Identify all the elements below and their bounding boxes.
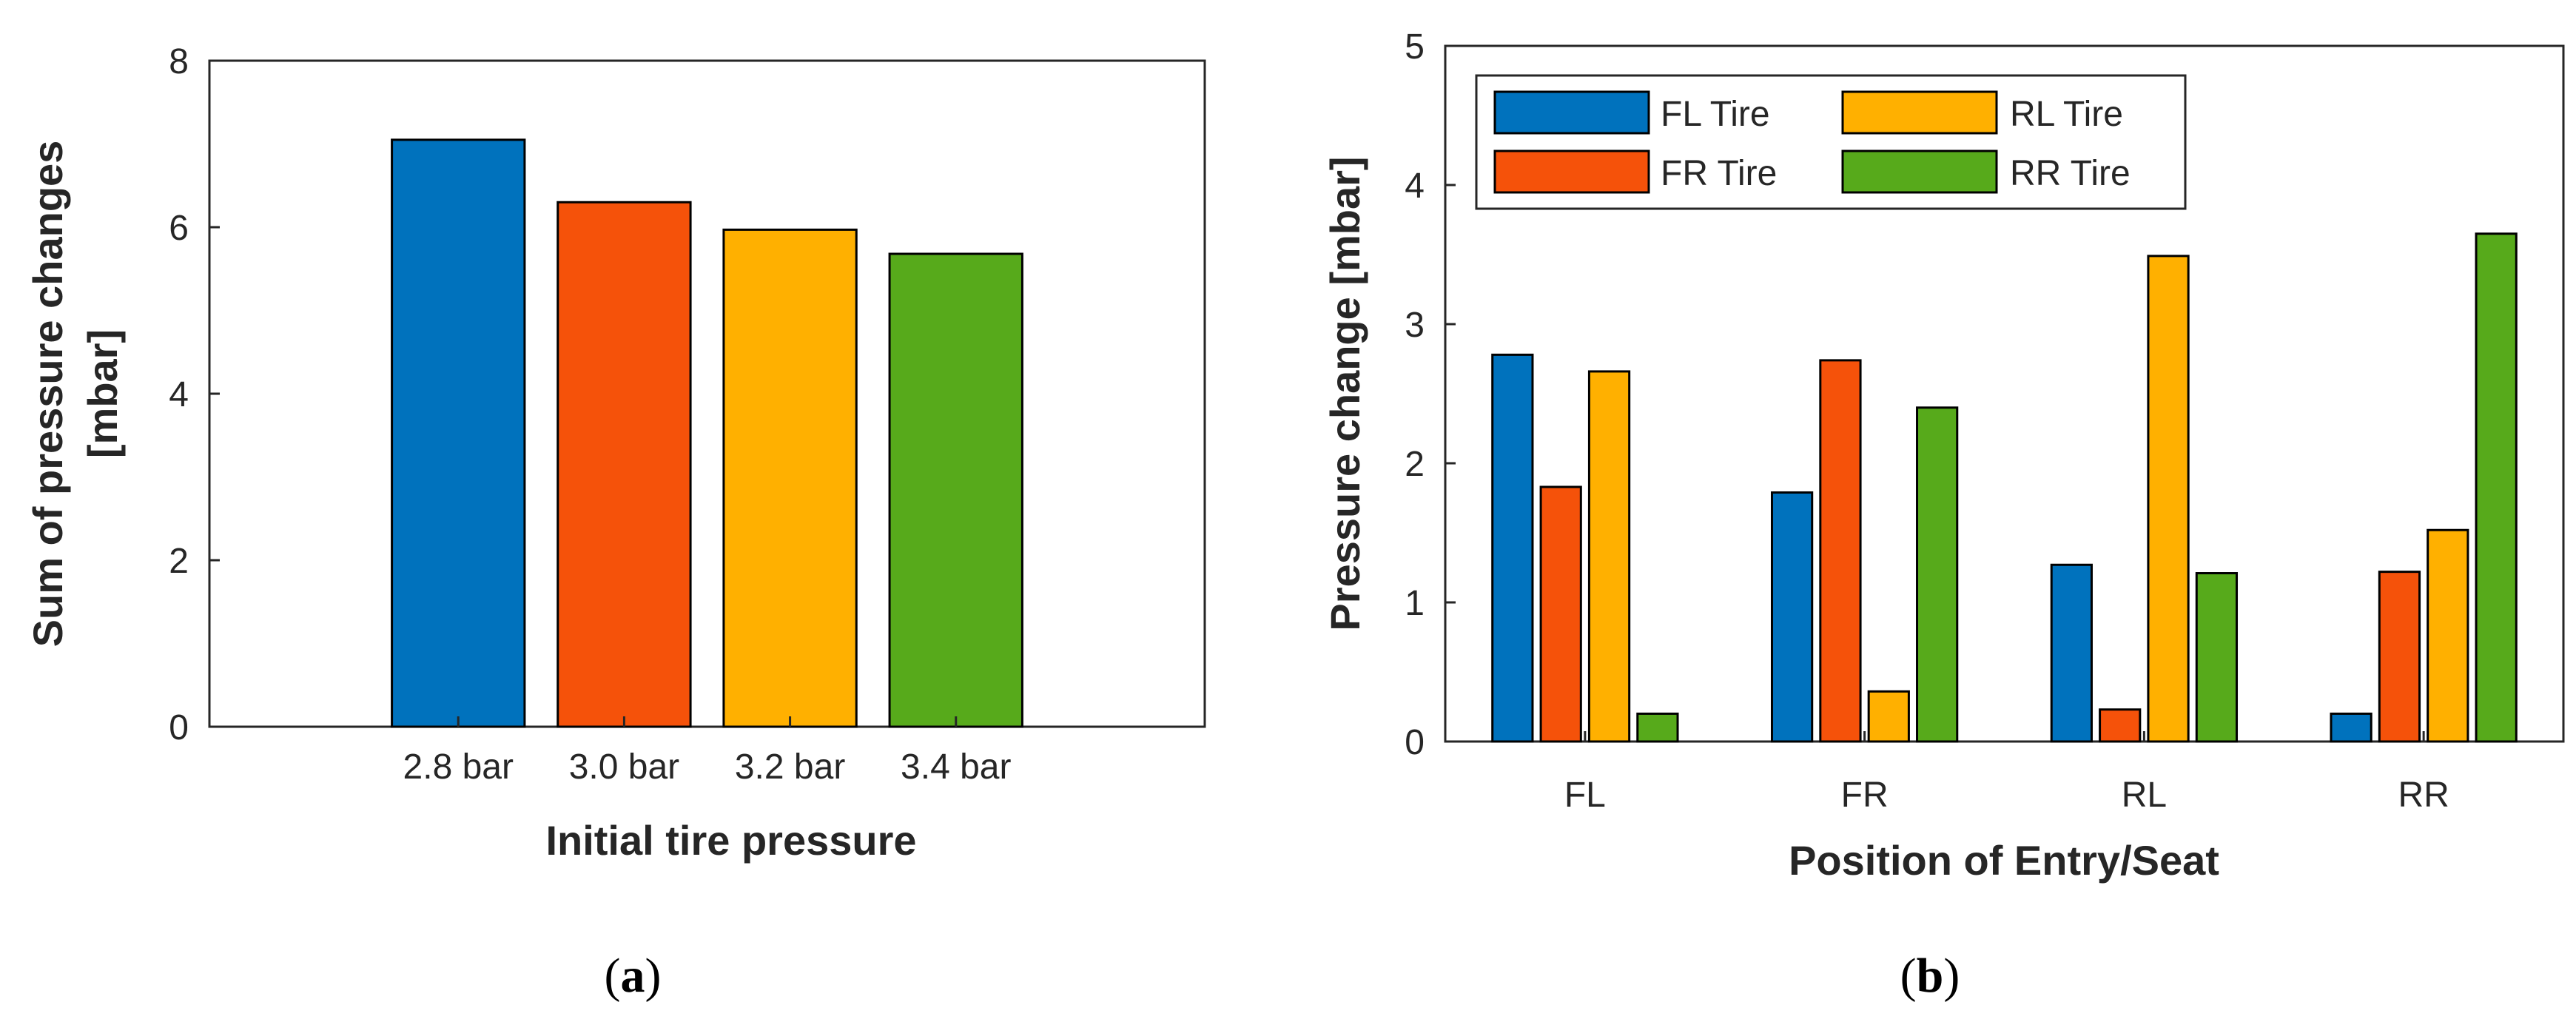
y-tick-label: 2	[1405, 445, 1425, 484]
legend-swatch-fr-tire	[1493, 149, 1650, 194]
panel-b-caption: (b)	[1900, 949, 1960, 1003]
x-tick-label: FL	[1564, 776, 1606, 815]
legend-label-fr-tire: FR Tire	[1661, 154, 1777, 193]
bar-rl-tire-rl	[2147, 255, 2190, 743]
bar-rr-tire-rl	[2195, 572, 2239, 743]
bar-fl-tire-fl	[1491, 353, 1534, 743]
bar-fr-tire-fl	[1539, 485, 1582, 743]
panel-b-x-ticks: FL FR RL RR	[1564, 731, 2449, 815]
legend-swatch-rr-tire	[1841, 149, 1998, 194]
bar-rr-tire-rr	[2475, 232, 2518, 743]
bar-3-4-bar	[888, 252, 1023, 728]
panel-a-caption-letter: a	[621, 949, 645, 1003]
bar-fl-tire-rl	[2050, 563, 2093, 743]
x-tick-label: RL	[2122, 776, 2167, 815]
y-tick-label: 0	[169, 708, 189, 747]
bar-rl-tire-fl	[1587, 370, 1631, 743]
x-tick-label: 3.2 bar	[735, 747, 845, 787]
panel-b-chart: 0 1 2 3 4 5 FL FR RL RR Pressure change [mbar] P…	[1322, 27, 2565, 1003]
x-tick-label: FR	[1841, 776, 1889, 815]
y-tick-label: 8	[169, 42, 189, 81]
panel-a-chart: 0 2 4 6 8 2.8 bar 3.0 bar 3.2 bar 3.4 bar Sum o…	[24, 42, 1206, 1003]
panel-a-y-axis-title-line1: Sum of pressure changes	[24, 141, 71, 648]
bar-fr-tire-fr	[1819, 359, 1862, 743]
bar-rl-tire-fr	[1867, 690, 1910, 743]
panel-a-axes-box	[208, 59, 1206, 728]
legend-swatch-fl-tire	[1493, 90, 1650, 135]
bar-fr-tire-rr	[2378, 571, 2421, 743]
panel-b-bars	[1491, 232, 2518, 743]
panel-a-caption-close: )	[645, 949, 662, 1003]
panel-a-x-ticks: 2.8 bar 3.0 bar 3.2 bar 3.4 bar	[403, 716, 1011, 787]
legend-label-rr-tire: RR Tire	[2010, 154, 2131, 193]
panel-b-caption-open: (	[1900, 949, 1917, 1003]
bar-3-2-bar	[722, 228, 858, 728]
y-tick-label: 3	[1405, 306, 1425, 345]
panel-a-bars	[391, 138, 1023, 728]
legend-swatch-rl-tire	[1841, 90, 1998, 135]
legend-label-rl-tire: RL Tire	[2010, 95, 2123, 134]
y-tick-label: 2	[169, 542, 189, 581]
panel-a-y-ticks: 0 2 4 6 8	[169, 42, 220, 747]
bar-2-8-bar	[391, 138, 526, 728]
y-tick-label: 6	[169, 209, 189, 248]
y-tick-label: 5	[1405, 27, 1425, 67]
bar-rr-tire-fl	[1636, 712, 1679, 743]
panel-a-caption-open: (	[605, 949, 621, 1003]
panel-b-caption-close: )	[1943, 949, 1960, 1003]
legend-label-fl-tire: FL Tire	[1661, 95, 1770, 134]
panel-b-caption-letter: b	[1917, 949, 1944, 1003]
x-tick-label: RR	[2398, 776, 2449, 815]
bar-fl-tire-fr	[1770, 491, 1814, 743]
x-tick-label: 3.4 bar	[901, 747, 1011, 787]
panel-a-y-axis-title-line2: [mbar]	[79, 329, 126, 458]
y-tick-label: 4	[1405, 167, 1425, 206]
y-tick-label: 4	[169, 375, 189, 414]
y-tick-label: 1	[1405, 584, 1425, 623]
panel-b-x-axis-title: Position of Entry/Seat	[1789, 837, 2219, 884]
x-tick-label: 2.8 bar	[403, 747, 514, 787]
panel-b-y-ticks: 0 1 2 3 4 5	[1405, 27, 1456, 762]
panel-a-caption: (a)	[605, 949, 662, 1003]
panel-b-y-axis-title: Pressure change [mbar]	[1322, 156, 1368, 631]
bar-3-0-bar	[556, 201, 692, 728]
panel-b-legend: FL Tire FR Tire RL Tire RR Tire	[1475, 74, 2187, 210]
panel-a-x-axis-title: Initial tire pressure	[545, 817, 916, 864]
bar-fl-tire-rr	[2330, 712, 2372, 743]
bar-rl-tire-rr	[2427, 528, 2469, 743]
bar-fr-tire-rl	[2099, 708, 2142, 743]
y-tick-label: 0	[1405, 723, 1425, 762]
x-tick-label: 3.0 bar	[569, 747, 679, 787]
bar-rr-tire-fr	[1916, 406, 1959, 743]
